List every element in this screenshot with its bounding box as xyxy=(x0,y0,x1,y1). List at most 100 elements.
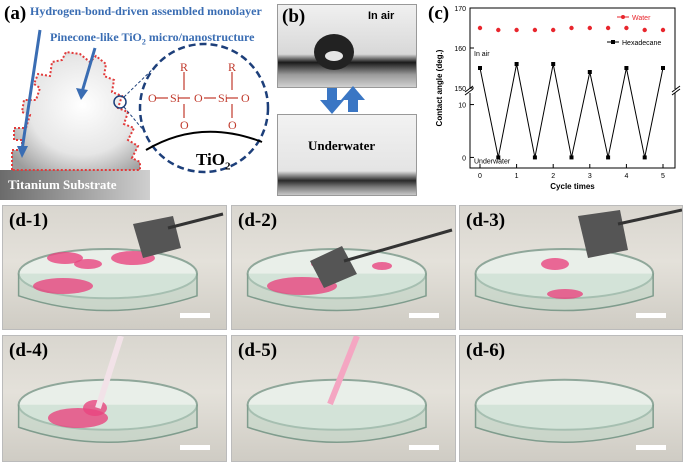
annotation-arrow-1 xyxy=(20,29,42,151)
petri-dish-drawing xyxy=(246,228,453,312)
axis-break-mark xyxy=(464,88,474,96)
photo-d-4: (d-4) xyxy=(2,335,227,462)
scale-bar xyxy=(409,313,439,318)
water-point xyxy=(514,27,519,33)
o-label-5: O xyxy=(228,118,237,132)
photo-label: (d-2) xyxy=(238,210,278,231)
zoom-circle xyxy=(138,42,270,174)
panel-b-underwater: Underwater xyxy=(308,138,376,153)
y-tick-label: 0 xyxy=(462,155,466,162)
arrow-down-shaft xyxy=(327,88,337,102)
petri-dish-wall xyxy=(246,404,427,443)
photo-label: (d-4) xyxy=(9,340,49,361)
hexadecane-point xyxy=(496,155,501,160)
hexadecane-point xyxy=(606,155,611,160)
y-tick-label: 160 xyxy=(454,46,466,53)
petri-dish-wall xyxy=(17,404,198,443)
panel-b-top-photo xyxy=(277,4,417,88)
x-tick-label: 3 xyxy=(588,173,592,180)
scale-bar xyxy=(409,445,439,450)
pink-oil-blob xyxy=(83,400,107,416)
panel-c: (c) 150 160 170 0 10 0 1 2 3 4 5 Cycle times Contact… xyxy=(420,0,685,205)
legend-hexadecane-label: Hexadecane xyxy=(622,40,661,47)
pink-oil-blob xyxy=(267,277,337,295)
panel-c-label: (c) xyxy=(428,3,450,24)
annotation-underwater: Underwater xyxy=(474,159,511,166)
petri-dish-wall xyxy=(474,404,654,443)
pipette xyxy=(95,336,124,409)
axis-break-mark xyxy=(464,85,474,93)
substrate-block xyxy=(0,170,150,200)
y-tick-label: 10 xyxy=(458,103,466,110)
mesh-plate xyxy=(310,246,357,288)
o-label-3: O xyxy=(241,91,250,105)
photo-label: (d-1) xyxy=(9,210,49,231)
mesh-plate xyxy=(578,210,628,258)
x-tick-label: 1 xyxy=(515,173,519,180)
axis-break-mark xyxy=(671,88,681,96)
r-label-1: R xyxy=(180,60,189,74)
panel-a-label: (a) xyxy=(4,3,27,24)
monolayer-bonds xyxy=(156,72,238,118)
photo-grid: (d-1) (d-2) (d-3) (d-4) (d-5) (d-6) xyxy=(0,205,685,464)
x-tick-label: 5 xyxy=(661,173,665,180)
scale-bar xyxy=(636,445,666,450)
si-label-1: Si xyxy=(170,91,181,105)
o-label-2: O xyxy=(194,91,203,105)
panel-a-schematic xyxy=(0,29,270,200)
tio2-surface-line xyxy=(145,130,263,151)
pink-oil-blob xyxy=(547,289,583,299)
droplet-highlight xyxy=(325,51,343,61)
hexadecane-point xyxy=(642,155,647,160)
hexadecane-point xyxy=(532,155,537,160)
petri-dish-drawing xyxy=(246,336,428,443)
water-point xyxy=(477,25,483,31)
pipette xyxy=(327,336,360,406)
water-point xyxy=(569,25,574,31)
r-label-2: R xyxy=(228,60,237,74)
petri-dish-drawing xyxy=(474,378,655,443)
pink-oil-blob xyxy=(33,278,93,294)
petri-dish-drawing xyxy=(17,336,199,443)
axis-break-gap xyxy=(467,89,678,93)
photo-d-1: (d-1) xyxy=(2,205,227,330)
scale-bar xyxy=(636,313,666,318)
photo-d-2: (d-2) xyxy=(231,205,456,330)
annotation-arrow-2 xyxy=(80,47,97,93)
contact-angle-chart: 150 160 170 0 10 0 1 2 3 4 5 Cycle times Contact ang… xyxy=(435,6,681,191)
photo-label: (d-3) xyxy=(466,210,506,231)
hexadecane-point xyxy=(569,155,574,160)
axis-break-mark xyxy=(671,85,681,93)
x-axis-label: Cycle times xyxy=(550,182,595,191)
tweezers xyxy=(343,228,453,263)
hexadecane-point xyxy=(587,70,592,74)
arrow-down-icon xyxy=(320,100,344,114)
legend-hexadecane-marker xyxy=(611,40,615,44)
hexadecane-point xyxy=(551,62,556,66)
hexadecane-point xyxy=(478,66,482,70)
water-point xyxy=(624,25,629,31)
photo-d-6: (d-6) xyxy=(459,335,683,462)
x-tick-label: 2 xyxy=(551,173,555,180)
pink-oil-blob xyxy=(47,252,83,264)
photo-d-3: (d-3) xyxy=(459,205,683,330)
water-point xyxy=(642,27,647,33)
annotation-arrowhead-2 xyxy=(76,88,88,100)
photo-label: (d-6) xyxy=(466,340,506,361)
annotation-in-air: In air xyxy=(474,51,490,58)
legend-water-marker xyxy=(621,15,625,19)
x-tick-label: 4 xyxy=(624,173,628,180)
photo-d-5: (d-5) xyxy=(231,335,456,462)
pink-oil-blob xyxy=(541,258,569,270)
panel-a: (a) Hydrogen-bond-driven assembled monol… xyxy=(0,0,270,205)
y-axis-label: Contact angle (deg.) xyxy=(435,49,444,126)
panel-b-label: (b) xyxy=(282,6,306,27)
water-point xyxy=(605,25,611,31)
scale-bar xyxy=(180,445,210,450)
annotation-monolayer: Hydrogen-bond-driven assembled monolayer xyxy=(30,4,262,18)
zoom-spot xyxy=(113,95,127,109)
pink-oil-blob xyxy=(372,262,392,270)
annotation-pinecone: Pinecone-like TiO2 micro/nanostructure xyxy=(50,30,255,47)
scale-bar xyxy=(180,313,210,318)
pink-oil-blob xyxy=(74,259,102,269)
